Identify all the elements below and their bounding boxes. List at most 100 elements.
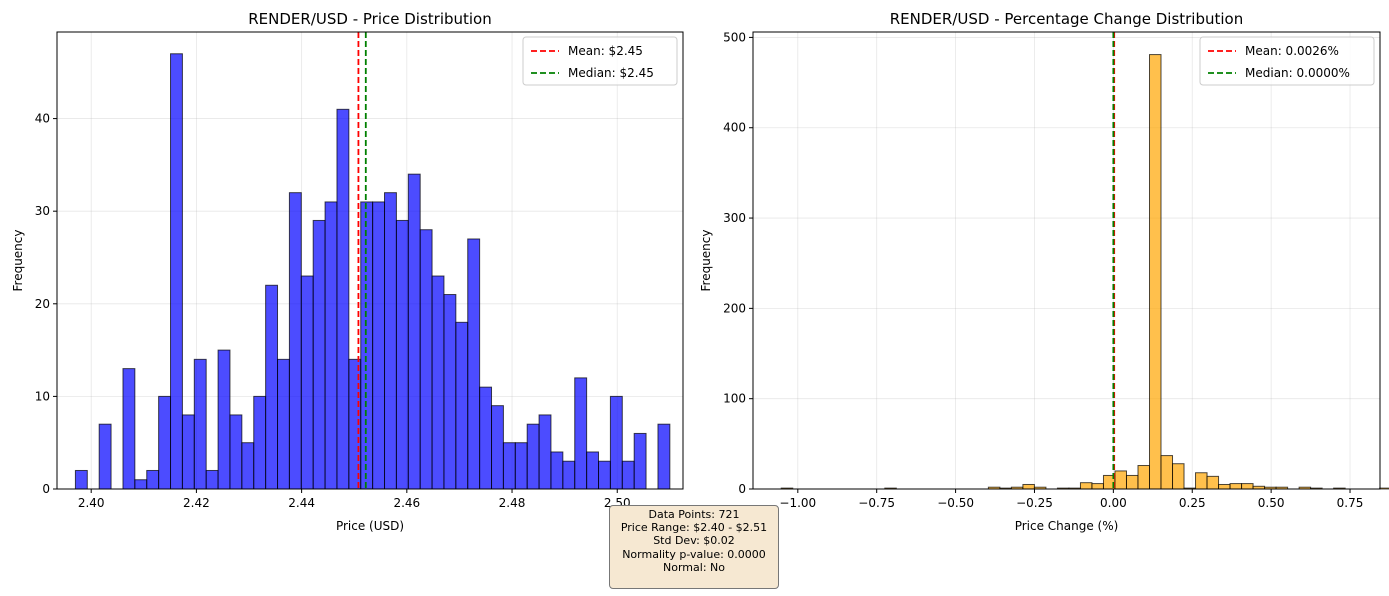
x-tick-label: 2.44	[288, 496, 315, 510]
legend-median-label: Median: $2.45	[568, 66, 654, 80]
histogram-bar	[455, 321, 469, 490]
y-tick-label: 500	[723, 30, 746, 44]
axes-frame	[752, 31, 1381, 490]
legend-box	[522, 36, 678, 86]
stats-price-range: Price Range: $2.40 - $2.51	[620, 521, 768, 535]
y-tick-label: 0	[42, 482, 50, 496]
x-tick-label: 0.00	[1100, 496, 1127, 510]
histogram-bar	[384, 192, 397, 490]
x-axis-label: Price (USD)	[336, 519, 404, 533]
x-tick-label: −1.00	[779, 496, 816, 510]
histogram-bar	[1137, 465, 1151, 490]
histogram-bar	[253, 395, 267, 490]
y-axis-label: Frequency	[699, 230, 713, 292]
histogram-bar	[1218, 483, 1231, 490]
legend-box	[1199, 36, 1375, 86]
y-tick-label: 10	[35, 389, 50, 403]
histogram-bar	[300, 275, 314, 490]
histogram-bar	[146, 469, 160, 490]
histogram-bar	[277, 358, 290, 490]
y-tick-label: 0	[738, 482, 746, 496]
histogram-bar	[538, 414, 552, 490]
legend-median-label: Median: 0.0000%	[1245, 66, 1350, 80]
x-tick-label: 2.42	[183, 496, 210, 510]
stats-data-points: Data Points: 721	[648, 508, 740, 521]
y-tick-label: 100	[723, 392, 746, 406]
histogram-bar	[479, 386, 493, 490]
histogram-bar	[229, 414, 243, 490]
legend-mean-label: Mean: 0.0026%	[1245, 44, 1339, 58]
histogram-bar	[1091, 483, 1104, 490]
legend: Mean: 0.0026% Median: 0.0000%	[1199, 36, 1375, 86]
histogram-bar	[598, 460, 611, 490]
histogram-bar	[1241, 483, 1254, 490]
y-axis-label: Frequency	[11, 230, 25, 292]
x-tick-label: 0.25	[1179, 496, 1206, 510]
histogram-bar	[205, 469, 219, 490]
legend-mean-label: Mean: $2.45	[568, 44, 643, 58]
y-tick-label: 30	[35, 204, 50, 218]
x-axis-label: Price Change (%)	[1015, 519, 1119, 533]
stats-normal: Normal: No	[663, 560, 725, 574]
histogram-bar	[372, 201, 386, 490]
histogram-bar	[562, 460, 576, 490]
histogram-bar	[74, 469, 88, 490]
histogram-bar	[1114, 470, 1127, 490]
x-tick-label: −0.25	[1016, 496, 1053, 510]
histogram-bar	[241, 442, 255, 490]
histogram-bar	[407, 173, 421, 490]
histogram-bar	[550, 451, 564, 490]
histogram-bar	[1206, 475, 1220, 490]
histogram-bar	[1379, 487, 1389, 490]
histogram-bar	[288, 192, 302, 490]
y-tick-label: 20	[35, 297, 50, 311]
chart-title: RENDER/USD - Percentage Change Distribut…	[890, 10, 1243, 28]
y-tick-label: 300	[723, 211, 746, 225]
histogram-bar	[122, 368, 136, 490]
stats-normality: Normality p-value: 0.0000	[622, 547, 766, 561]
histogram-bar	[443, 294, 457, 490]
y-tick-label: 400	[723, 121, 746, 135]
histogram-bar	[526, 423, 540, 490]
x-tick-label: 2.40	[78, 496, 105, 510]
histogram-bar	[502, 442, 516, 490]
x-tick-label: 2.48	[499, 496, 526, 510]
histogram-bar	[1079, 482, 1093, 490]
histogram-bar	[467, 238, 481, 490]
legend: Mean: $2.45 Median: $2.45	[522, 36, 678, 86]
y-tick-label: 40	[35, 112, 50, 126]
histogram-bar	[431, 275, 445, 490]
pct-change-distribution-chart: −1.00 −0.75 −0.50 −0.25 0.00 0.25 0.50 0.75 0 100…	[699, 10, 1389, 533]
histogram-bar	[98, 423, 112, 490]
histogram-bar	[657, 423, 671, 490]
histogram-bar	[158, 395, 172, 490]
histogram-bar	[1195, 472, 1208, 490]
stats-std-dev: Std Dev: $0.02	[653, 534, 735, 548]
histogram-bar	[419, 229, 433, 490]
histogram-bar	[170, 53, 183, 490]
x-tick-label: 2.46	[393, 496, 420, 510]
histogram-bar	[574, 377, 588, 490]
x-tick-label: −0.75	[858, 496, 895, 510]
histogram-bar	[324, 201, 338, 490]
stats-box: Data Points: 721 Price Range: $2.40 - $2…	[609, 505, 779, 589]
axes-frame	[56, 31, 684, 490]
histogram-bar	[1172, 463, 1185, 490]
y-tick-label: 200	[723, 301, 746, 315]
histogram-bar	[1022, 483, 1035, 490]
x-tick-label: −0.50	[937, 496, 974, 510]
histogram-bar	[395, 219, 409, 490]
chart-title: RENDER/USD - Price Distribution	[248, 10, 492, 28]
histogram-bar	[336, 108, 350, 490]
histogram-bar	[621, 460, 635, 490]
histogram-bar	[491, 405, 504, 490]
histogram-bar	[134, 479, 148, 490]
x-tick-label: 0.75	[1337, 496, 1364, 510]
histogram-bar	[1125, 474, 1139, 490]
histogram-bar	[1229, 483, 1243, 490]
histogram-bar	[1160, 455, 1174, 490]
histogram-bar	[609, 395, 623, 490]
histogram-bar	[514, 442, 528, 490]
histogram-bar	[633, 432, 647, 490]
